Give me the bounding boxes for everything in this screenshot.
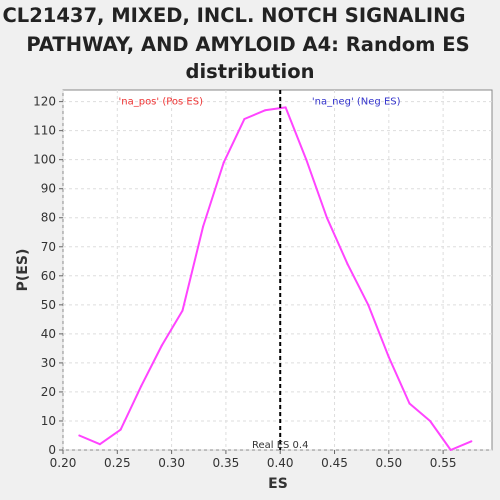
x-tick-label: 0.30	[158, 456, 185, 470]
x-tick-label: 0.40	[267, 456, 294, 470]
real-es-label: Real ES 0.4	[252, 440, 308, 451]
data-point	[325, 216, 328, 219]
y-tick-label: 0	[48, 443, 56, 457]
data-point	[222, 161, 225, 164]
y-tick-label: 120	[33, 95, 56, 109]
chart-title-line-2: PATHWAY, AND AMYLOID A4: Random ES	[26, 33, 469, 56]
data-point	[449, 449, 452, 451]
data-point	[284, 106, 287, 109]
y-tick-label: 20	[41, 385, 56, 399]
x-tick-label: 0.25	[104, 456, 131, 470]
real-es-marker: Real ES 0.4	[252, 90, 308, 451]
y-tick-label: 110	[33, 124, 56, 138]
axis-ticks: 0.20 0.25 0.30 0.35 0.40 0.45 0.50 0.55 0 10 20 30 4…	[33, 95, 456, 470]
data-point	[140, 385, 143, 388]
y-axis-title: P(ES)	[15, 249, 31, 292]
y-tick-label: 60	[41, 269, 56, 283]
y-tick-label: 80	[41, 211, 56, 225]
x-tick-label: 0.45	[321, 456, 348, 470]
chart-title-line-3: distribution	[186, 60, 315, 83]
data-point	[119, 428, 122, 431]
data-point	[305, 158, 308, 161]
series-annotation: 'na_neg' (Neg ES)	[312, 97, 401, 108]
data-point	[429, 419, 432, 422]
y-tick-label: 40	[41, 327, 56, 341]
y-tick-label: 10	[41, 414, 56, 428]
chart-title: CL21437, MIXED, INCL. NOTCH SIGNALING PA…	[2, 4, 469, 83]
data-point	[243, 118, 246, 121]
y-tick-label: 30	[41, 356, 56, 370]
y-tick-label: 90	[41, 182, 56, 196]
data-point	[78, 434, 81, 437]
x-axis-title: ES	[268, 476, 288, 492]
series-line	[78, 106, 472, 451]
y-tick-label: 100	[33, 153, 56, 167]
x-tick-label: 0.55	[430, 456, 457, 470]
data-point	[98, 443, 101, 446]
x-tick-label: 0.50	[375, 456, 402, 470]
data-point	[181, 309, 184, 312]
data-point	[408, 402, 411, 405]
data-point	[470, 440, 473, 443]
x-tick-label: 0.35	[213, 456, 240, 470]
data-point	[264, 109, 267, 112]
chart-title-line-1: CL21437, MIXED, INCL. NOTCH SIGNALING	[2, 4, 465, 27]
y-tick-label: 50	[41, 298, 56, 312]
data-point	[202, 225, 205, 228]
data-point	[387, 356, 390, 359]
data-point	[346, 263, 349, 266]
data-point	[160, 344, 163, 347]
x-tick-label: 0.20	[50, 456, 77, 470]
annotations: 'na_pos' (Pos ES) 'na_neg' (Neg ES)	[119, 97, 401, 108]
data-point	[367, 303, 370, 306]
series-layer	[78, 106, 473, 451]
y-tick-label: 70	[41, 240, 56, 254]
plot-area	[62, 89, 493, 451]
series-annotation: 'na_pos' (Pos ES)	[119, 97, 204, 108]
